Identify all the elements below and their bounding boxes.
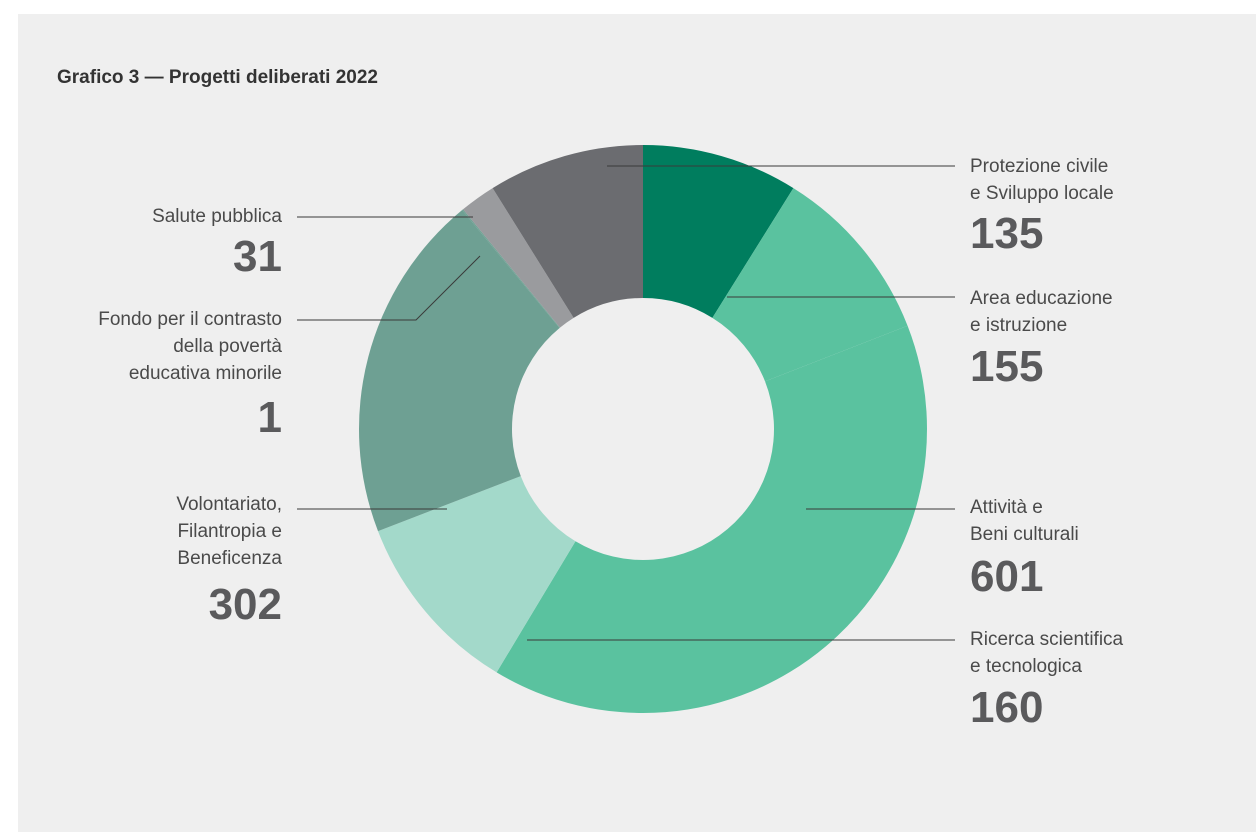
- donut-slice-1: [712, 188, 908, 382]
- slice-value-4: 302: [209, 580, 282, 629]
- donut-slice-4: [359, 210, 560, 532]
- slice-label-4-line-1: Filantropia e: [177, 521, 282, 542]
- slice-value-0: 135: [970, 209, 1043, 258]
- slice-label-5-line-1: della povertà: [173, 336, 282, 357]
- slice-label-1-line-1: e istruzione: [970, 315, 1067, 336]
- slice-value-5: 1: [258, 393, 282, 442]
- donut-slice-7: [492, 145, 643, 318]
- slice-label-2-line-0: Attività e: [970, 497, 1043, 518]
- slice-value-1: 155: [970, 342, 1043, 391]
- chart-title: Grafico 3 — Progetti deliberati 2022: [57, 67, 378, 88]
- donut-slice-3: [378, 476, 576, 673]
- slice-label-3-line-1: e tecnologica: [970, 656, 1082, 677]
- leader-line-5: [297, 255, 481, 321]
- donut-slice-0: [643, 145, 794, 318]
- donut-slice-5: [462, 209, 560, 328]
- slice-label-4-line-0: Volontariato,: [176, 494, 282, 515]
- slice-label-3-line-0: Ricerca scientifica: [970, 629, 1124, 650]
- slice-value-6: 31: [233, 232, 282, 281]
- donut-slice-6: [463, 188, 574, 328]
- slice-label-5-line-2: educativa minorile: [129, 363, 282, 384]
- slice-label-0-line-1: e Sviluppo locale: [970, 183, 1114, 204]
- slice-label-1-line-0: Area educazione: [970, 288, 1113, 309]
- slice-value-3: 160: [970, 683, 1043, 732]
- slice-label-5-line-0: Fondo per il contrasto: [98, 309, 282, 330]
- slice-label-2-line-1: Beni culturali: [970, 524, 1079, 545]
- donut-slice-2: [496, 325, 927, 713]
- slice-value-2: 601: [970, 552, 1043, 601]
- slice-label-4-line-2: Beneficenza: [177, 548, 282, 569]
- slice-label-0-line-0: Protezione civile: [970, 156, 1108, 177]
- slice-label-6-line-0: Salute pubblica: [152, 206, 282, 227]
